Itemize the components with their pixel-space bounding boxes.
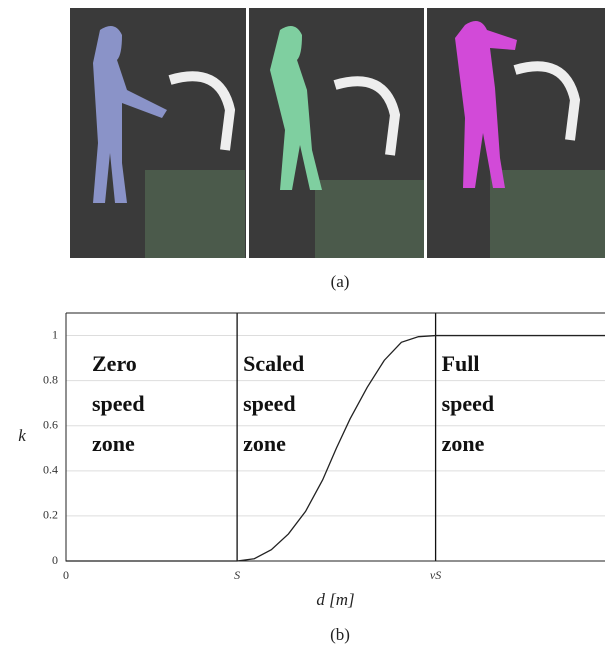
panel-a-caption: (a) (331, 272, 350, 291)
x-axis-label: d [m] (316, 590, 354, 609)
zone-label: zone (243, 431, 286, 456)
y-tick-label: 0.2 (43, 508, 58, 522)
panel-a-images (70, 8, 605, 258)
zone-label: zone (92, 431, 135, 456)
zone-label: speed (243, 391, 296, 416)
zone-label: zone (442, 431, 485, 456)
zone-label: Scaled (243, 351, 304, 376)
x-tick-label: 0 (63, 568, 69, 582)
y-tick-label: 0.6 (43, 417, 58, 431)
y-tick-label: 0.4 (43, 463, 58, 477)
x-tick-label: S (234, 568, 240, 582)
zone-label: speed (442, 391, 495, 416)
plot-frame (65, 312, 605, 562)
zone-label: speed (92, 391, 145, 416)
panel-b-caption: (b) (330, 625, 350, 644)
curve (66, 334, 605, 562)
x-tick-label: νS (430, 568, 441, 582)
y-tick-label: 0.8 (43, 372, 58, 386)
y-tick-label: 1 (52, 327, 58, 341)
y-tick-label: 0 (52, 553, 58, 567)
zone-label: Full (442, 351, 480, 376)
zone-label: Zero (92, 351, 137, 376)
y-axis-label: k (18, 426, 26, 445)
